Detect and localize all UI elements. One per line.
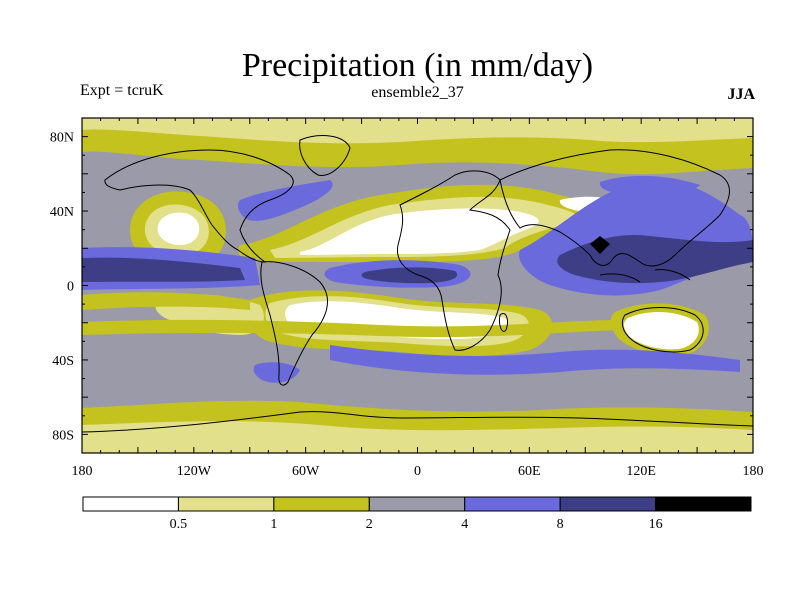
latitude-labels: 80N 40N 0 40S 80S	[50, 131, 74, 444]
map-ticks	[81, 117, 754, 454]
colorbar-label: 0.5	[170, 517, 188, 532]
longitude-label: 60W	[292, 464, 320, 479]
field-itcz-pacific-8-16	[82, 257, 245, 282]
latitude-label: 80S	[52, 428, 74, 443]
longitude-label: 120E	[626, 464, 656, 479]
colorbar-swatch	[655, 496, 752, 512]
longitude-label: 120W	[177, 464, 212, 479]
coast-madagascar	[499, 313, 508, 332]
coast-europe-africa	[396, 170, 511, 351]
colorbar-swatch	[177, 496, 275, 512]
field-subtropical-south-1-2	[82, 319, 620, 338]
field-gulf-stream-4-8	[237, 180, 333, 221]
longitude-label: 180	[743, 464, 764, 479]
longitude-label: 0	[414, 464, 421, 479]
coast-indonesia	[599, 273, 641, 283]
coast-south-america	[260, 261, 328, 386]
coast-greenland	[299, 135, 351, 176]
coast-north-america	[104, 149, 294, 263]
colorbar-swatch	[559, 496, 657, 512]
colorbar-swatch	[368, 496, 466, 512]
colorbar-labels: 0.5 1 2 4 8 16	[170, 517, 663, 532]
longitude-label: 60E	[518, 464, 541, 479]
field-antarctic-0.5-1	[82, 421, 753, 453]
experiment-label: Expt = tcruK	[80, 82, 164, 99]
colorbar-swatch	[464, 496, 561, 512]
field-southern-storm-track-4-8	[330, 345, 740, 375]
colorbar-label: 1	[270, 517, 277, 532]
field-monsoon-peak-16	[590, 236, 610, 254]
map-title: Precipitation (in mm/day)	[241, 47, 594, 84]
field-arctic-0.5-1	[82, 118, 753, 144]
latitude-label: 80N	[50, 131, 74, 146]
latitude-label: 40S	[52, 354, 74, 369]
coast-asia	[499, 149, 730, 267]
coast-antarctica	[82, 411, 753, 433]
colorbar-label: 8	[557, 517, 564, 532]
ensemble-label: ensemble2_37	[371, 84, 464, 101]
coastlines	[82, 135, 753, 433]
precipitation-field	[82, 118, 753, 453]
field-drake-passage-4-8	[253, 362, 300, 383]
colorbar-swatch	[273, 496, 370, 512]
colorbar-label: 16	[649, 517, 663, 532]
colorbar-label: 2	[366, 517, 373, 532]
field-sahara-dry	[300, 208, 539, 255]
field-se-pacific-1-2	[82, 292, 250, 310]
latitude-label: 0	[67, 280, 74, 295]
season-label: JJA	[727, 86, 755, 103]
field-itcz-atlantic-8-16	[361, 267, 458, 284]
field-east-asia-4-8	[599, 175, 700, 197]
latitude-label: 40N	[50, 205, 74, 220]
longitude-label: 180	[72, 464, 93, 479]
colorbar	[82, 496, 752, 512]
coast-new-guinea	[654, 269, 691, 281]
coast-australia	[621, 307, 704, 353]
colorbar-swatch	[82, 496, 179, 512]
longitude-labels: 180 120W 60W 0 60E 120E 180	[72, 464, 764, 479]
field-australia-dry	[623, 312, 699, 350]
colorbar-label: 4	[461, 517, 468, 532]
field-ne-pacific-dry	[157, 212, 200, 246]
